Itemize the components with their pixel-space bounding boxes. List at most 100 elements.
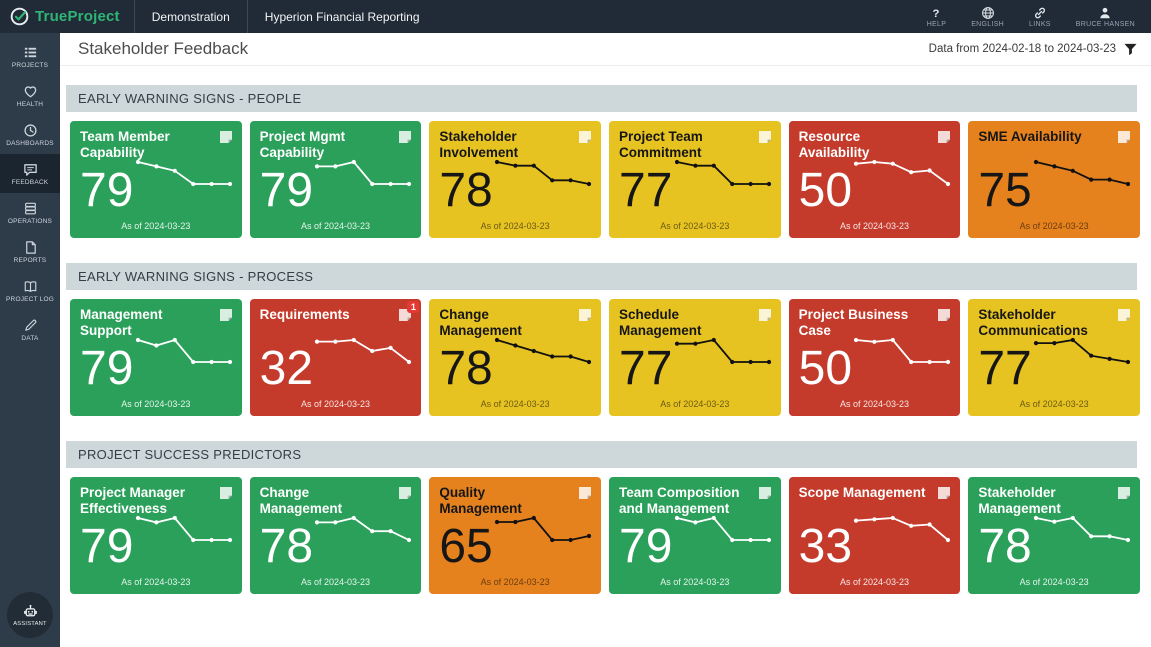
scorecard-asof: As of 2024-03-23 — [121, 399, 191, 409]
note-icon[interactable] — [757, 307, 773, 323]
sidebar-item-health[interactable]: HEALTH — [0, 76, 60, 115]
note-icon[interactable] — [757, 129, 773, 145]
sidebar-item-project-log[interactable]: PROJECT LOG — [0, 271, 60, 310]
topbar-tab-0[interactable]: Demonstration — [133, 0, 247, 33]
page-header: Stakeholder Feedback Data from 2024-02-1… — [60, 33, 1151, 66]
note-icon[interactable] — [1116, 307, 1132, 323]
sidebar-item-data[interactable]: DATA — [0, 310, 60, 349]
scorecard[interactable]: SME Availability 75 As of 2024-03-23 — [968, 121, 1140, 238]
note-icon[interactable] — [757, 485, 773, 501]
trend-sparkline — [673, 512, 773, 548]
dashboards-icon — [23, 123, 38, 138]
scorecard-title: Resource Availability — [798, 129, 870, 160]
scorecard[interactable]: Change Management 78 As of 2024-03-23 — [249, 477, 422, 594]
sidebar-item-feedback[interactable]: FEEDBACK — [0, 154, 60, 193]
topbar-action-label: HELP — [926, 20, 947, 28]
scorecard-title: Change Management — [259, 485, 343, 516]
page-title: Stakeholder Feedback — [78, 39, 249, 58]
note-icon[interactable] — [218, 307, 234, 323]
link-icon — [1033, 6, 1047, 20]
scorecard[interactable]: Project Manager Effectiveness 79 As of 202… — [70, 477, 242, 594]
trend-sparkline — [313, 156, 413, 192]
filter-icon[interactable] — [1124, 43, 1137, 56]
topbar-action-language[interactable]: ENGLISH — [971, 6, 1004, 28]
scorecard[interactable]: Schedule Management 77 As of 2024-03-23 — [609, 299, 781, 416]
scorecard-asof: As of 2024-03-23 — [839, 577, 910, 587]
scorecard[interactable]: Team Member Capability 79 As of 2024-03-23 — [70, 121, 242, 238]
note-icon[interactable] — [397, 485, 413, 501]
scorecard[interactable]: Team Composition and Management 79 As of 2… — [609, 477, 781, 594]
note-icon[interactable] — [577, 129, 593, 145]
scorecard-value: 78 — [978, 520, 1032, 574]
note-icon[interactable] — [577, 485, 593, 501]
scorecard[interactable]: Change Management 78 As of 2024-03-23 — [429, 299, 601, 416]
assistant-button[interactable]: ASSISTANT — [7, 592, 53, 638]
scorecard[interactable]: Project Team Commitment 77 As of 2024-03-2… — [609, 121, 781, 238]
note-icon[interactable] — [1116, 129, 1132, 145]
sidebar-item-operations[interactable]: OPERATIONS — [0, 193, 60, 232]
scorecard[interactable]: Scope Management 33 As of 2024-03-23 — [788, 477, 961, 594]
scorecard[interactable]: Resource Availability 50 As of 2024-03-23 — [788, 121, 961, 238]
note-icon[interactable] — [218, 129, 234, 145]
scorecard-value: 79 — [80, 164, 134, 218]
scorecard[interactable]: Management Support 79 As of 2024-03-23 — [70, 299, 242, 416]
main-content: Stakeholder Feedback Data from 2024-02-1… — [60, 33, 1151, 647]
scorecard-title: Stakeholder Communications — [978, 307, 1088, 338]
scorecard-value: 33 — [798, 520, 853, 574]
assistant-label: ASSISTANT — [13, 621, 47, 627]
note-icon[interactable] — [218, 485, 234, 501]
note-icon[interactable] — [936, 129, 952, 145]
topbar-tab-1[interactable]: Hyperion Financial Reporting — [246, 0, 437, 33]
trend-sparkline — [493, 512, 593, 548]
note-icon[interactable] — [936, 307, 952, 323]
section-header: EARLY WARNING SIGNS - PROCESS — [66, 263, 1137, 290]
scorecard-value: 32 — [259, 342, 314, 396]
sidebar-item-reports[interactable]: REPORTS — [0, 232, 60, 271]
card-grid: Management Support 79 As of 2024-03-23 Requ… — [70, 299, 1140, 416]
projects-icon — [23, 45, 38, 60]
trend-sparkline — [134, 334, 234, 370]
scorecard[interactable]: Stakeholder Communications 77 As of 2024-0… — [968, 299, 1140, 416]
scorecard[interactable]: Stakeholder Management 78 As of 2024-03-23 — [968, 477, 1140, 594]
trend-sparkline — [313, 334, 413, 370]
scorecard-asof: As of 2024-03-23 — [300, 399, 371, 409]
project-log-icon — [23, 279, 38, 294]
trend-sparkline — [1032, 512, 1132, 548]
sidebar-item-label: PROJECTS — [11, 61, 49, 69]
scorecard[interactable]: Quality Management 65 As of 2024-03-23 — [429, 477, 601, 594]
trend-sparkline — [852, 512, 952, 548]
sidebar-nav: PROJECTS HEALTH DASHBOARDS FEEDBACK OPERATIO… — [0, 33, 60, 349]
scorecard-value: 50 — [798, 164, 853, 218]
scorecard[interactable]: Project Business Case 50 As of 2024-03-23 — [788, 299, 961, 416]
note-icon[interactable] — [397, 129, 413, 145]
sidebar-item-label: FEEDBACK — [11, 178, 49, 186]
section-1: EARLY WARNING SIGNS - PROCESS Management … — [60, 263, 1151, 416]
scorecard-value: 77 — [619, 164, 673, 218]
topbar-action-user[interactable]: BRUCE HANSEN — [1076, 6, 1135, 28]
note-icon[interactable] — [936, 485, 952, 501]
scorecard-asof: As of 2024-03-23 — [480, 577, 550, 587]
sidebar-item-dashboards[interactable]: DASHBOARDS — [0, 115, 60, 154]
user-icon — [1098, 6, 1112, 20]
app-logo[interactable]: TrueProject — [0, 0, 134, 33]
scorecard-value: 78 — [439, 342, 493, 396]
scorecard-title: Project Team Commitment — [619, 129, 703, 160]
topbar-action-links[interactable]: LINKS — [1029, 6, 1051, 28]
scorecard-asof: As of 2024-03-23 — [480, 221, 550, 231]
note-icon[interactable] — [577, 307, 593, 323]
note-icon[interactable]: 1 — [397, 301, 420, 323]
scorecard-asof: As of 2024-03-23 — [660, 399, 730, 409]
note-icon[interactable] — [1116, 485, 1132, 501]
sidebar-item-projects[interactable]: PROJECTS — [0, 37, 60, 76]
scorecard-title: Scope Management — [798, 485, 926, 500]
robot-icon — [22, 603, 39, 620]
scorecard-value: 77 — [619, 342, 673, 396]
scorecard[interactable]: Project Mgmt Capability 79 As of 2024-03-2… — [249, 121, 422, 238]
data-icon — [23, 318, 38, 333]
section-header: EARLY WARNING SIGNS - PEOPLE — [66, 85, 1137, 112]
sidebar-item-label: PROJECT LOG — [6, 295, 54, 303]
scorecard[interactable]: Stakeholder Involvement 78 As of 2024-03-2… — [429, 121, 601, 238]
topbar-action-help[interactable]: ? HELP — [926, 6, 947, 28]
scorecard[interactable]: Requirements 1 32 As of 2024-03-23 — [249, 299, 422, 416]
scorecard-asof: As of 2024-03-23 — [1019, 399, 1089, 409]
